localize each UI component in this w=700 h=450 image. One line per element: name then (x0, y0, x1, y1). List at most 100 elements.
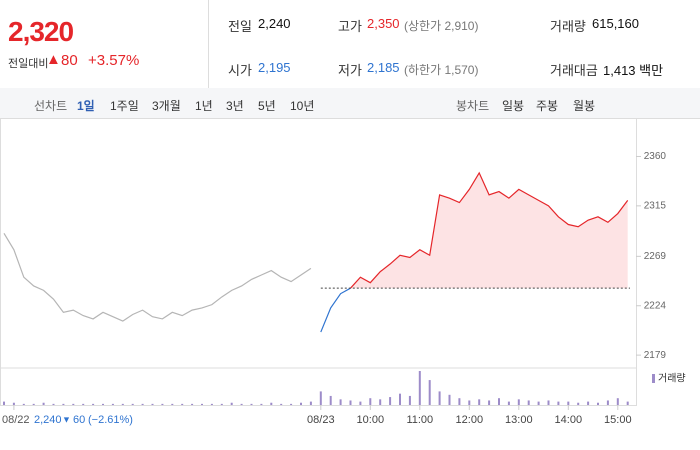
footer-change: 60 (73, 414, 85, 426)
volume-bar (161, 403, 164, 405)
x-tick-label: 08/23 (307, 414, 335, 426)
volume-bar (210, 403, 213, 405)
y-tick-label: 2269 (644, 251, 667, 262)
volume-bar (418, 371, 421, 405)
stat-value: 2,240 (258, 16, 291, 31)
stat-value: 2,350 (367, 16, 400, 31)
volume-bar (12, 402, 15, 405)
volume-bar (626, 401, 629, 405)
volume-bar (547, 400, 550, 405)
volume-bar (606, 400, 609, 405)
tab[interactable]: 3개월 (152, 99, 181, 113)
volume-bar (280, 403, 283, 405)
volume-bar (62, 403, 65, 405)
stat-note: (하한가 1,570) (404, 63, 479, 77)
volume-bar (181, 403, 184, 405)
volume-bar (3, 401, 5, 405)
footer-date: 08/22 (2, 414, 30, 426)
volume-bar (319, 391, 322, 405)
stat-label: 시가 (228, 63, 252, 78)
change-arrow: ▲ (46, 51, 61, 68)
volume-bar (517, 399, 520, 405)
volume-bar (339, 399, 342, 405)
volume-bar (240, 403, 243, 405)
price-line (320, 287, 351, 333)
x-tick-label: 13:00 (505, 414, 533, 426)
volume-bar (448, 394, 451, 405)
footer-arrow: ▼ (62, 414, 71, 424)
volume-bar (151, 403, 154, 405)
tab[interactable]: 1일 (77, 99, 95, 113)
x-tick-label: 14:00 (555, 414, 583, 426)
legend-swatch (652, 374, 655, 383)
stat-value: 1,413 백만 (603, 63, 664, 78)
volume-bar (597, 402, 599, 405)
volume-bar (309, 401, 312, 405)
volume-bar (577, 402, 580, 405)
volume-bar (102, 403, 104, 405)
price: 2,320 (8, 16, 74, 47)
volume-bar (329, 395, 332, 405)
volume-bar (191, 403, 194, 405)
volume-bar (537, 401, 540, 405)
volume-bar (458, 398, 461, 405)
volume-bar (349, 400, 352, 405)
tab[interactable]: 주봉 (536, 99, 559, 113)
volume-bar (498, 398, 500, 405)
volume-bar (260, 403, 263, 405)
legend-label: 거래량 (658, 373, 686, 385)
x-tick-label: 12:00 (456, 414, 484, 426)
change: 80 (61, 52, 78, 69)
stat-label: 거래대금 (550, 63, 598, 78)
chart: 거래량 08/22 2,240 ▼ 60 (−2.61%) 2179 2224 22… (0, 118, 686, 426)
volume-bar (389, 397, 392, 405)
tab[interactable]: 월봉 (573, 99, 596, 113)
volume-bar (22, 403, 25, 405)
stat-note: (상한가 2,910) (404, 19, 479, 33)
volume-bar (111, 403, 114, 405)
divider (208, 0, 209, 88)
volume-bar (567, 401, 570, 405)
change-label: 전일대비 (8, 58, 49, 70)
volume-bar (201, 403, 203, 405)
volume-bar (527, 400, 530, 405)
tab[interactable]: 1년 (195, 99, 213, 113)
x-tick-label: 10:00 (357, 414, 385, 426)
y-tick-label: 2360 (644, 151, 667, 162)
stat-label: 전일 (228, 19, 252, 34)
tab[interactable]: 1주일 (110, 99, 139, 113)
price-line (350, 171, 629, 289)
y-tick-label: 2224 (644, 300, 667, 311)
stat-label: 거래량 (550, 19, 586, 34)
volume-bar (52, 403, 55, 405)
volume-bar (488, 400, 491, 405)
tab-group-label: 봉차트 (456, 99, 490, 113)
tab[interactable]: 3년 (226, 99, 244, 113)
y-tick-label: 2179 (644, 350, 667, 361)
volume-bar (369, 398, 372, 405)
volume-bar (171, 403, 174, 405)
change-pct: +3.57% (88, 52, 140, 69)
footer-close: 2,240 (34, 414, 62, 426)
tab-bar (0, 88, 700, 119)
volume-bar (230, 402, 233, 405)
tab[interactable]: 5년 (258, 99, 276, 113)
volume-bar (399, 393, 401, 405)
volume-bar (32, 403, 35, 405)
price-line (3, 232, 312, 322)
volume-bar (408, 395, 411, 405)
footer-change-pct: (−2.61%) (88, 414, 133, 426)
volume-bar (121, 403, 124, 405)
stat-label: 저가 (338, 63, 362, 78)
x-tick-label: 15:00 (604, 414, 632, 426)
volume-bar (72, 403, 75, 405)
stat-value: 2,195 (258, 60, 291, 75)
x-tick-label: 11:00 (406, 414, 433, 426)
volume-bar (438, 391, 441, 405)
tab[interactable]: 10년 (290, 99, 315, 113)
volume-bar (428, 380, 431, 405)
volume-bar (131, 403, 134, 405)
volume-bar (359, 401, 362, 405)
tab[interactable]: 일봉 (502, 99, 525, 113)
area (350, 172, 628, 289)
